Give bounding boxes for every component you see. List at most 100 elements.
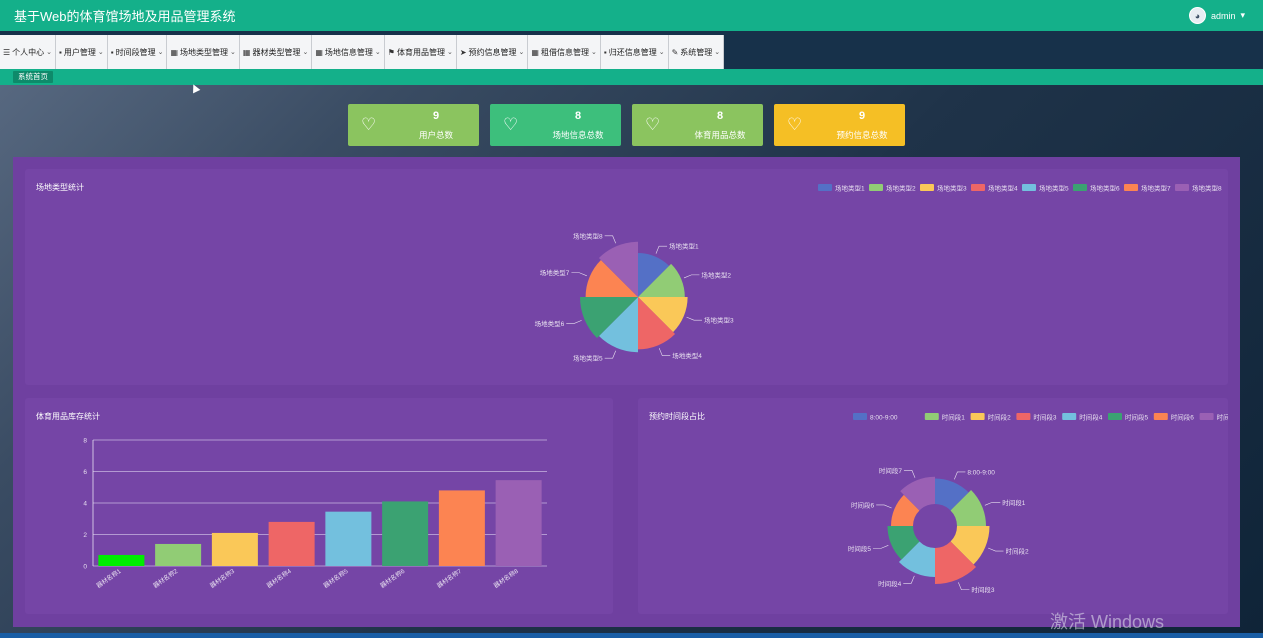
pie-slice[interactable] [950, 526, 990, 565]
legend-swatch[interactable] [970, 413, 985, 420]
legend-label[interactable]: 时间段3 [1033, 413, 1057, 422]
nav-item-10[interactable]: ✎ 系统管理 ⌄ [668, 35, 725, 69]
chevron-down-icon[interactable]: ⌄ [374, 49, 381, 56]
nav-label[interactable]: 租借信息管理 [540, 47, 589, 57]
pie-slice[interactable] [580, 297, 638, 339]
legend-swatch[interactable] [971, 184, 985, 191]
chevron-down-icon[interactable]: ⌄ [230, 49, 236, 56]
legend-label[interactable]: 场地类型5 [1039, 184, 1069, 193]
legend-label[interactable]: 场地类型2 [886, 184, 916, 193]
legend-label[interactable]: 场地类型8 [1192, 184, 1222, 193]
chevron-down-icon[interactable]: ⌄ [590, 49, 597, 56]
nav-label[interactable]: 体育用品管理 [396, 47, 445, 57]
legend-swatch[interactable] [1062, 413, 1077, 420]
bar[interactable] [325, 511, 372, 566]
legend-swatch[interactable] [1022, 184, 1036, 191]
stat-card[interactable]: ♡ 9 预约信息总数 [774, 104, 905, 146]
nav-item-3[interactable]: ▦ 场地类型管理 ⌄ [167, 35, 240, 69]
chevron-down-icon[interactable]: ⌄ [714, 49, 721, 56]
nav-item-0[interactable]: ☰ 个人中心 ⌄ [0, 35, 57, 69]
bar[interactable] [268, 521, 315, 566]
pie-slice[interactable] [891, 494, 920, 526]
nav-label[interactable]: 场地信息管理 [324, 47, 373, 57]
chevron-down-icon[interactable]: ⌄ [658, 49, 665, 56]
legend-swatch[interactable] [853, 413, 867, 420]
legend-swatch[interactable] [1153, 413, 1168, 420]
avatar[interactable]: ◕ [1188, 7, 1206, 24]
username[interactable]: admin [1210, 10, 1236, 21]
legend-swatch[interactable] [1073, 184, 1087, 191]
legend-swatch[interactable] [1199, 413, 1214, 420]
stat-card[interactable]: ♡ 8 场地信息总数 [490, 104, 621, 146]
chevron-down-icon[interactable]: ⌄ [518, 49, 525, 56]
bar[interactable] [155, 543, 202, 566]
chevron-down-icon[interactable]: ▾ [1240, 10, 1245, 20]
nav-item-4[interactable]: ▦ 器材类型管理 ⌄ [239, 35, 313, 69]
chevron-down-icon[interactable]: ⌄ [157, 49, 164, 56]
legend-label[interactable]: 时间段7 [1217, 413, 1228, 422]
nav-item-1[interactable]: ▪ 用户管理 ⌄ [56, 35, 108, 69]
nav-label[interactable]: 个人中心 [12, 47, 45, 57]
bar[interactable] [382, 501, 429, 566]
stat-card[interactable]: ♡ 8 体育用品总数 [632, 104, 763, 146]
legend-label[interactable]: 场地类型4 [988, 184, 1018, 193]
legend-label[interactable]: 时间段4 [1079, 413, 1103, 422]
pie-slice[interactable] [900, 476, 935, 511]
pie-slice[interactable] [585, 259, 638, 297]
bar[interactable] [98, 554, 145, 566]
legend-swatch[interactable] [1016, 413, 1031, 420]
bar[interactable] [438, 490, 485, 566]
nav-label[interactable]: 时间段管理 [115, 47, 156, 57]
pie-slice[interactable] [935, 478, 969, 511]
nav-label[interactable]: 归还信息管理 [608, 47, 657, 57]
nav-label[interactable]: 场地类型管理 [180, 47, 229, 57]
pie-slice[interactable] [898, 541, 935, 577]
legend-label[interactable]: 场地类型6 [1090, 184, 1120, 193]
nav-item-9[interactable]: ▪ 归还信息管理 ⌄ [600, 35, 669, 69]
nav-item-5[interactable]: ▦ 场地信息管理 ⌄ [312, 35, 385, 69]
pie-slice[interactable] [638, 263, 685, 297]
pie-slice[interactable] [950, 489, 986, 526]
pie-slice[interactable] [638, 297, 688, 333]
legend-label[interactable]: 时间段6 [1171, 413, 1195, 422]
bar[interactable] [495, 480, 542, 566]
pie-slice[interactable] [887, 526, 920, 560]
legend-label[interactable]: 时间段2 [988, 413, 1012, 422]
nav-item-8[interactable]: ▦ 租借信息管理 ⌄ [528, 35, 601, 69]
nav-label[interactable]: 预约信息管理 [468, 47, 517, 57]
chevron-down-icon[interactable]: ⌄ [446, 49, 453, 56]
legend-swatch[interactable] [818, 184, 832, 191]
legend-swatch[interactable] [869, 184, 883, 191]
chevron-down-icon[interactable]: ⌄ [46, 49, 53, 56]
legend-swatch[interactable] [920, 184, 934, 191]
user-menu[interactable]: ◕ admin ▾ [1188, 7, 1245, 24]
chevron-down-icon[interactable]: ⌄ [97, 49, 104, 56]
legend-swatch[interactable] [924, 413, 939, 420]
bottom-scrollbar[interactable] [0, 633, 1263, 638]
pie-slice[interactable] [598, 297, 638, 353]
label-line [658, 348, 671, 356]
chevron-down-icon[interactable]: ⌄ [302, 49, 309, 56]
nav-label[interactable]: 器材类型管理 [252, 47, 301, 57]
nav-label[interactable]: 系统管理 [680, 47, 713, 57]
pie-slice[interactable] [638, 253, 670, 297]
legend-label[interactable]: 时间段5 [1125, 413, 1149, 422]
pie-slice[interactable] [638, 297, 676, 350]
legend-label[interactable]: 8:00-9:00 [870, 415, 898, 422]
legend-label[interactable]: 场地类型7 [1141, 184, 1171, 193]
nav-label[interactable]: 用户管理 [63, 47, 96, 57]
legend-swatch[interactable] [1124, 184, 1138, 191]
legend-label[interactable]: 时间段1 [942, 413, 966, 422]
legend-swatch[interactable] [1175, 184, 1189, 191]
pie-slice[interactable] [935, 541, 977, 584]
nav-item-2[interactable]: ▪ 时间段管理 ⌄ [107, 35, 168, 69]
tab-home[interactable]: 系统首页 [13, 71, 53, 83]
bar[interactable] [211, 532, 258, 566]
nav-item-7[interactable]: ➤ 预约信息管理 ⌄ [456, 35, 529, 69]
legend-swatch[interactable] [1108, 413, 1122, 420]
pie-slice[interactable] [598, 241, 638, 297]
legend-label[interactable]: 场地类型1 [835, 184, 865, 193]
nav-item-6[interactable]: ⚑ 体育用品管理 ⌄ [384, 35, 457, 69]
stat-card[interactable]: ♡ 9 用户总数 [348, 104, 479, 146]
legend-label[interactable]: 场地类型3 [937, 184, 967, 193]
